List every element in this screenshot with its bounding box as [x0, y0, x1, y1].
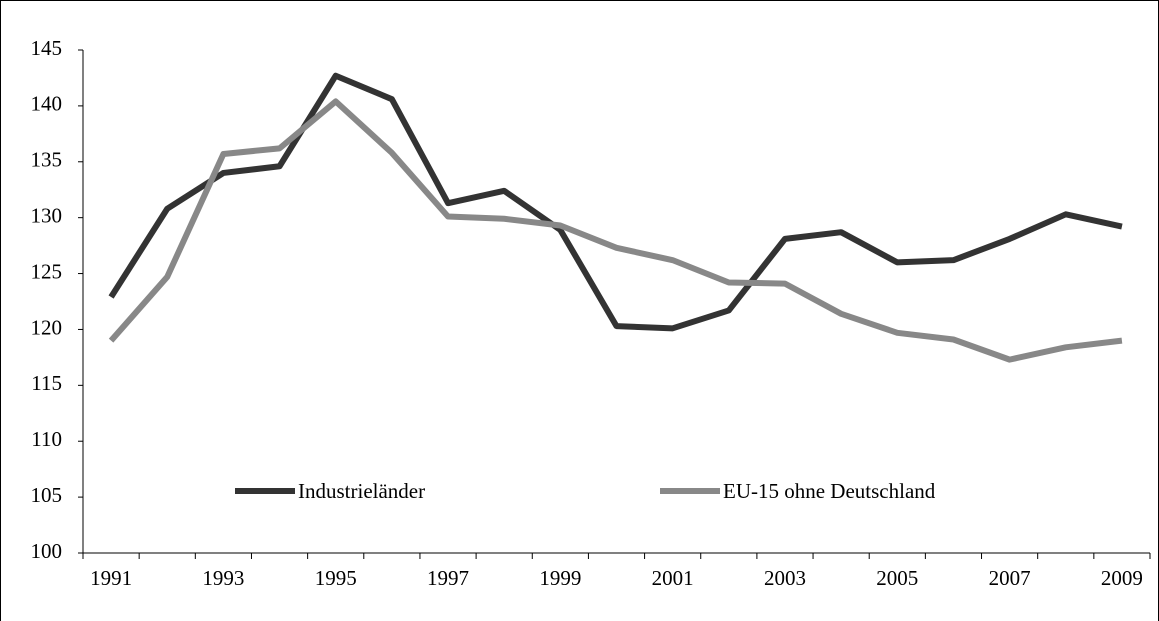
x-tick-label: 1995 [315, 566, 357, 590]
y-tick-label: 145 [31, 36, 63, 60]
y-tick-label: 125 [31, 259, 63, 283]
legend-label: Industrieländer [298, 479, 425, 503]
x-tick-label: 2003 [764, 566, 806, 590]
y-tick-label: 100 [31, 539, 63, 563]
y-tick-label: 105 [31, 483, 63, 507]
x-tick-label: 1993 [202, 566, 244, 590]
y-tick-label: 140 [31, 92, 63, 116]
y-tick-label: 110 [31, 427, 62, 451]
legend-label: EU-15 ohne Deutschland [723, 479, 936, 503]
y-tick-label: 135 [31, 148, 63, 172]
y-tick-label: 120 [31, 315, 63, 339]
x-tick-label: 1997 [427, 566, 469, 590]
y-tick-label: 115 [31, 371, 62, 395]
x-tick-label: 2009 [1101, 566, 1143, 590]
y-tick-label: 130 [31, 203, 63, 227]
series-line [108, 72, 1123, 332]
x-tick-label: 2005 [876, 566, 918, 590]
x-tick-label: 1999 [539, 566, 581, 590]
series-line [108, 98, 1123, 363]
x-tick-label: 1991 [90, 566, 132, 590]
x-tick-label: 2001 [652, 566, 694, 590]
x-tick-label: 2007 [989, 566, 1031, 590]
